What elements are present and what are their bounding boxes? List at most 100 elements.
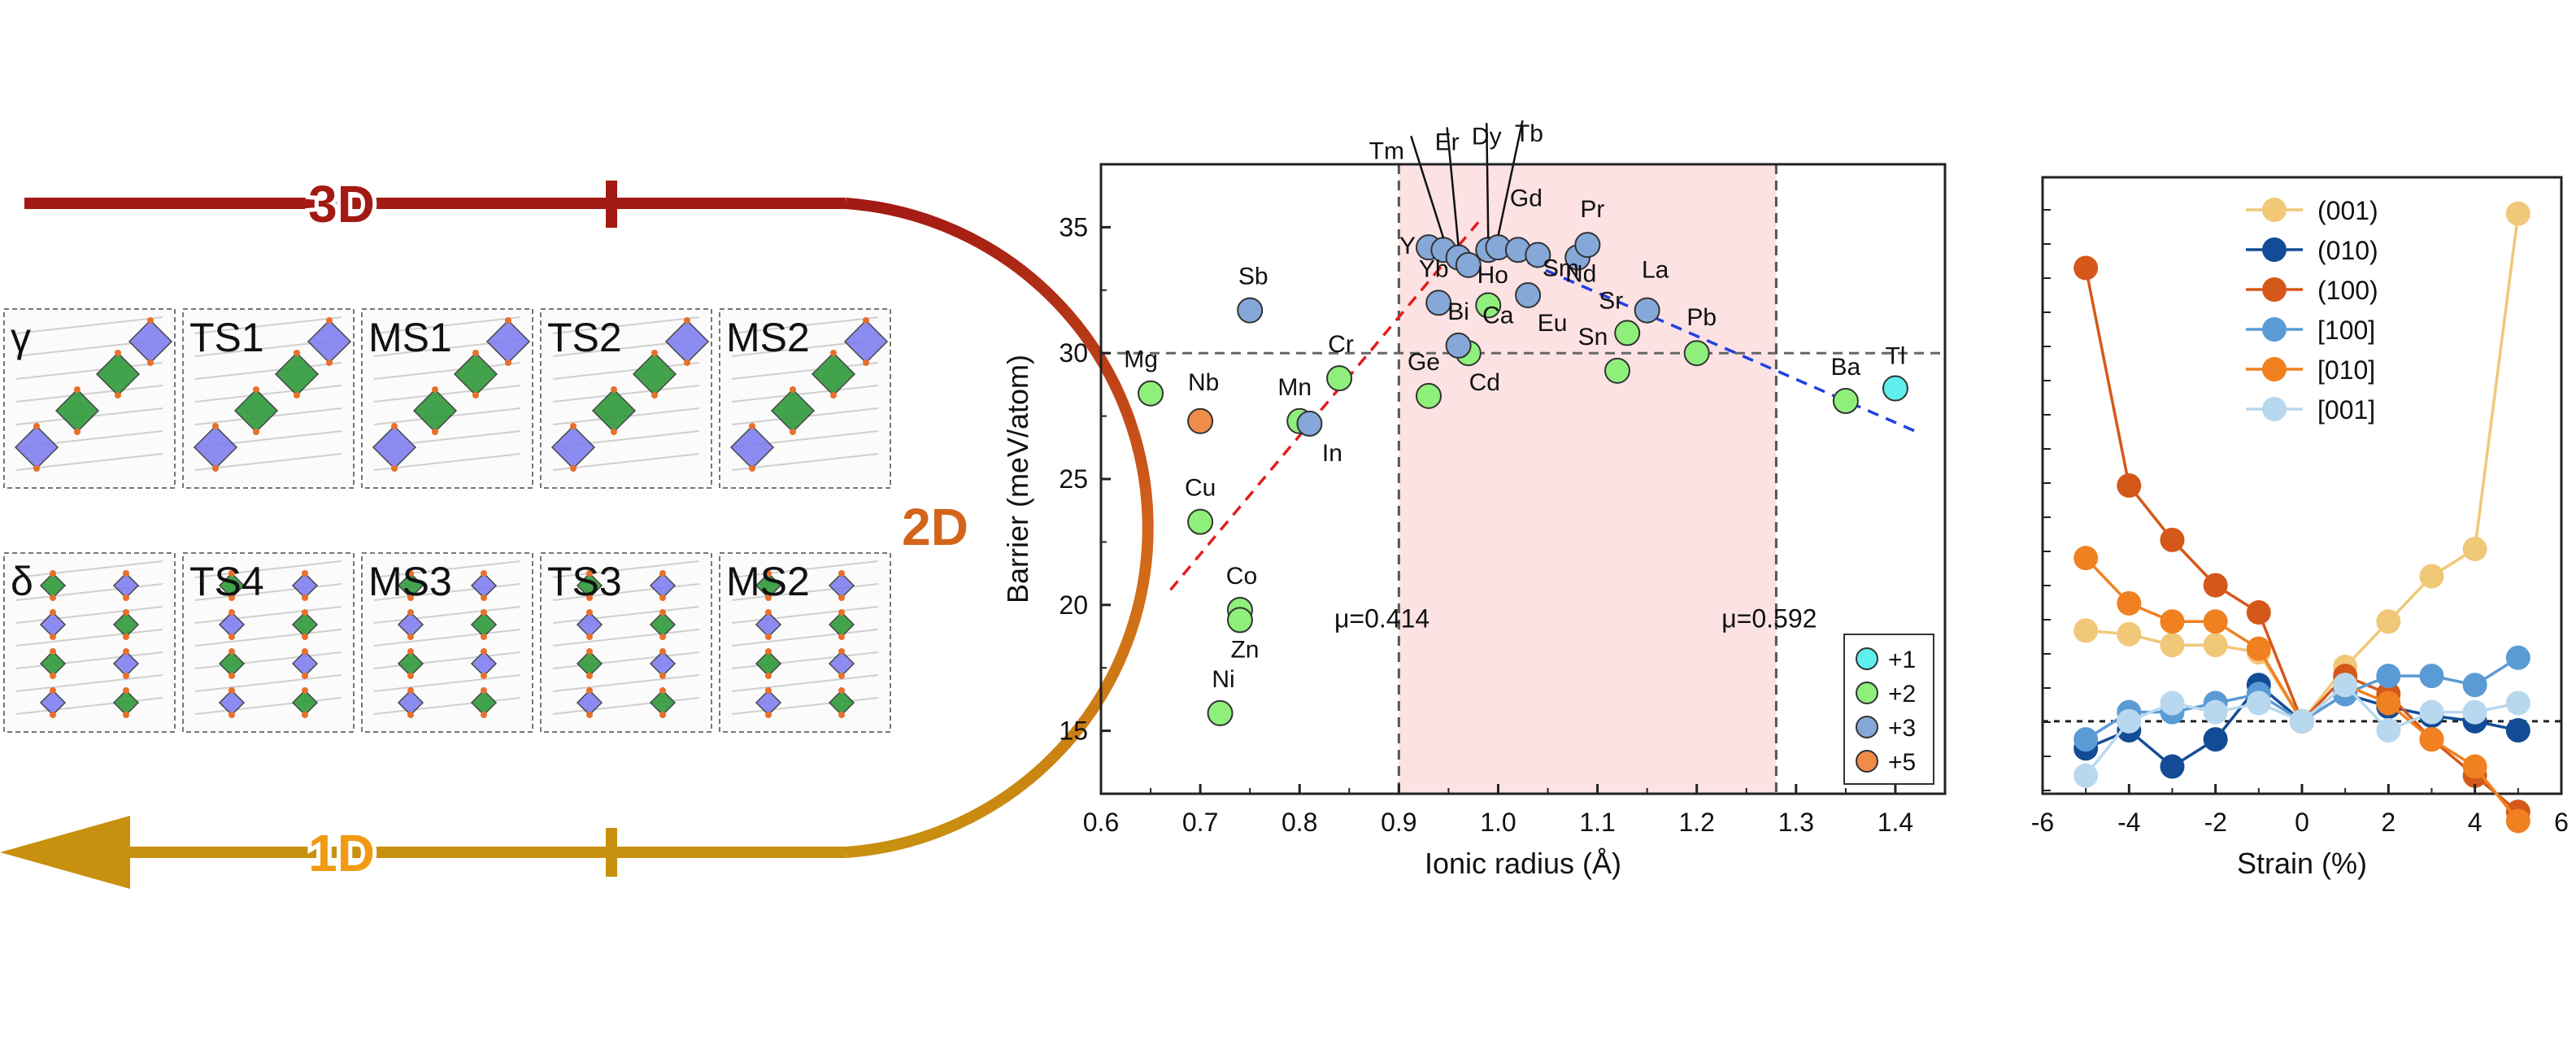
chart-legend: +1 +2 +3 +5 bbox=[1843, 634, 1934, 785]
lattice-line bbox=[731, 651, 879, 669]
data-point-in bbox=[1296, 410, 1323, 437]
data-point-nb bbox=[1187, 407, 1214, 434]
lattice-line bbox=[373, 674, 521, 692]
atom bbox=[481, 634, 487, 640]
data-point-ge bbox=[1415, 382, 1442, 409]
atom bbox=[407, 648, 414, 655]
strain-x-tick-label: 0 bbox=[2295, 808, 2309, 837]
atom bbox=[651, 392, 658, 399]
atom bbox=[50, 687, 56, 694]
lattice-line bbox=[373, 560, 521, 578]
atom bbox=[749, 465, 755, 472]
label-arrow-dy bbox=[1486, 123, 1490, 239]
y-axis-label: Barrier (meV/atom) bbox=[1001, 355, 1034, 603]
panel-label: δ bbox=[11, 559, 33, 604]
data-point-sm bbox=[1525, 242, 1551, 268]
strain-legend-marker bbox=[2262, 237, 2287, 262]
atom bbox=[228, 609, 235, 616]
atom bbox=[302, 712, 308, 718]
atom bbox=[659, 634, 666, 640]
lattice-line bbox=[731, 385, 879, 403]
panel-label: TS4 bbox=[189, 559, 264, 604]
series-point bbox=[2376, 609, 2401, 634]
lattice-line bbox=[194, 606, 342, 624]
lattice-line bbox=[15, 453, 163, 471]
lattice-line bbox=[373, 651, 521, 669]
atom bbox=[659, 648, 666, 655]
atom bbox=[481, 687, 487, 694]
series-point bbox=[2203, 633, 2228, 658]
data-point-ba bbox=[1832, 388, 1859, 415]
series-line bbox=[2084, 556, 2520, 822]
atom bbox=[586, 687, 593, 694]
x-tick-label: 1.3 bbox=[1778, 808, 1814, 837]
series-point bbox=[2376, 664, 2401, 689]
series-point bbox=[2246, 636, 2271, 661]
atom bbox=[302, 648, 308, 655]
structure-panel-3: TS2 bbox=[540, 308, 712, 489]
atom bbox=[684, 359, 690, 366]
series-point bbox=[2462, 699, 2487, 725]
legend-marker bbox=[1856, 750, 1878, 773]
atom bbox=[147, 359, 154, 366]
lattice-line bbox=[731, 362, 879, 380]
lattice-line bbox=[194, 560, 342, 578]
atom bbox=[212, 465, 219, 472]
atom bbox=[586, 570, 593, 577]
strain-x-axis-label: Strain (%) bbox=[2237, 847, 2367, 880]
lattice-line bbox=[552, 674, 700, 692]
atom bbox=[586, 595, 593, 601]
atom bbox=[302, 609, 308, 616]
atom bbox=[790, 386, 796, 393]
series-point bbox=[2462, 537, 2487, 562]
lattice-line bbox=[731, 606, 879, 624]
strain-legend-marker bbox=[2262, 198, 2287, 222]
atom bbox=[659, 609, 666, 616]
lattice-line bbox=[552, 385, 700, 403]
lattice-line bbox=[194, 362, 342, 380]
lattice-line bbox=[552, 629, 700, 647]
lattice-line bbox=[731, 560, 879, 578]
atom bbox=[765, 648, 772, 655]
legend-label: +1 bbox=[1888, 647, 1916, 673]
data-point-ho bbox=[1455, 251, 1482, 278]
atom bbox=[830, 392, 837, 399]
legend-label: +2 bbox=[1888, 681, 1916, 708]
panel-frame bbox=[3, 552, 176, 733]
point-label-yb: Yb bbox=[1419, 255, 1449, 282]
lattice-line bbox=[194, 453, 342, 471]
lattice-line bbox=[373, 583, 521, 601]
atom bbox=[302, 570, 308, 577]
series-point bbox=[2246, 690, 2271, 716]
series-point bbox=[2203, 727, 2228, 752]
lattice-line bbox=[731, 583, 879, 601]
series-point bbox=[2419, 664, 2444, 689]
atom bbox=[294, 350, 300, 356]
point-label-sb: Sb bbox=[1238, 264, 1268, 290]
structure-panel-1: TS4 bbox=[182, 552, 355, 733]
series-point bbox=[2505, 690, 2530, 716]
atom bbox=[50, 648, 56, 655]
y-tick-label: 15 bbox=[1059, 716, 1088, 746]
data-point-la bbox=[1634, 297, 1660, 324]
strain-x-tick-label: 6 bbox=[2554, 808, 2569, 837]
series-point bbox=[2160, 609, 2185, 634]
lattice-line bbox=[194, 629, 342, 647]
atom bbox=[432, 386, 438, 393]
data-point-pb bbox=[1683, 340, 1710, 367]
lattice-line bbox=[373, 629, 521, 647]
series-point bbox=[2333, 673, 2358, 698]
point-label-mg: Mg bbox=[1124, 346, 1158, 373]
lattice-line bbox=[373, 453, 521, 471]
structure-panel-0: γ bbox=[3, 308, 176, 489]
x-tick-label: 0.7 bbox=[1182, 808, 1218, 837]
strain-axes: -6 -4 -2 0 2 4 6 bbox=[2031, 209, 2569, 837]
series-0 bbox=[2073, 201, 2530, 734]
lattice-line bbox=[373, 606, 521, 624]
structure-panels-top: γ TS1 MS1 TS2 MS2 bbox=[3, 308, 891, 489]
data-point-sr bbox=[1614, 320, 1641, 346]
panel-frame bbox=[182, 552, 355, 733]
series-point bbox=[2203, 609, 2228, 634]
atom bbox=[123, 648, 129, 655]
atom bbox=[838, 595, 845, 601]
